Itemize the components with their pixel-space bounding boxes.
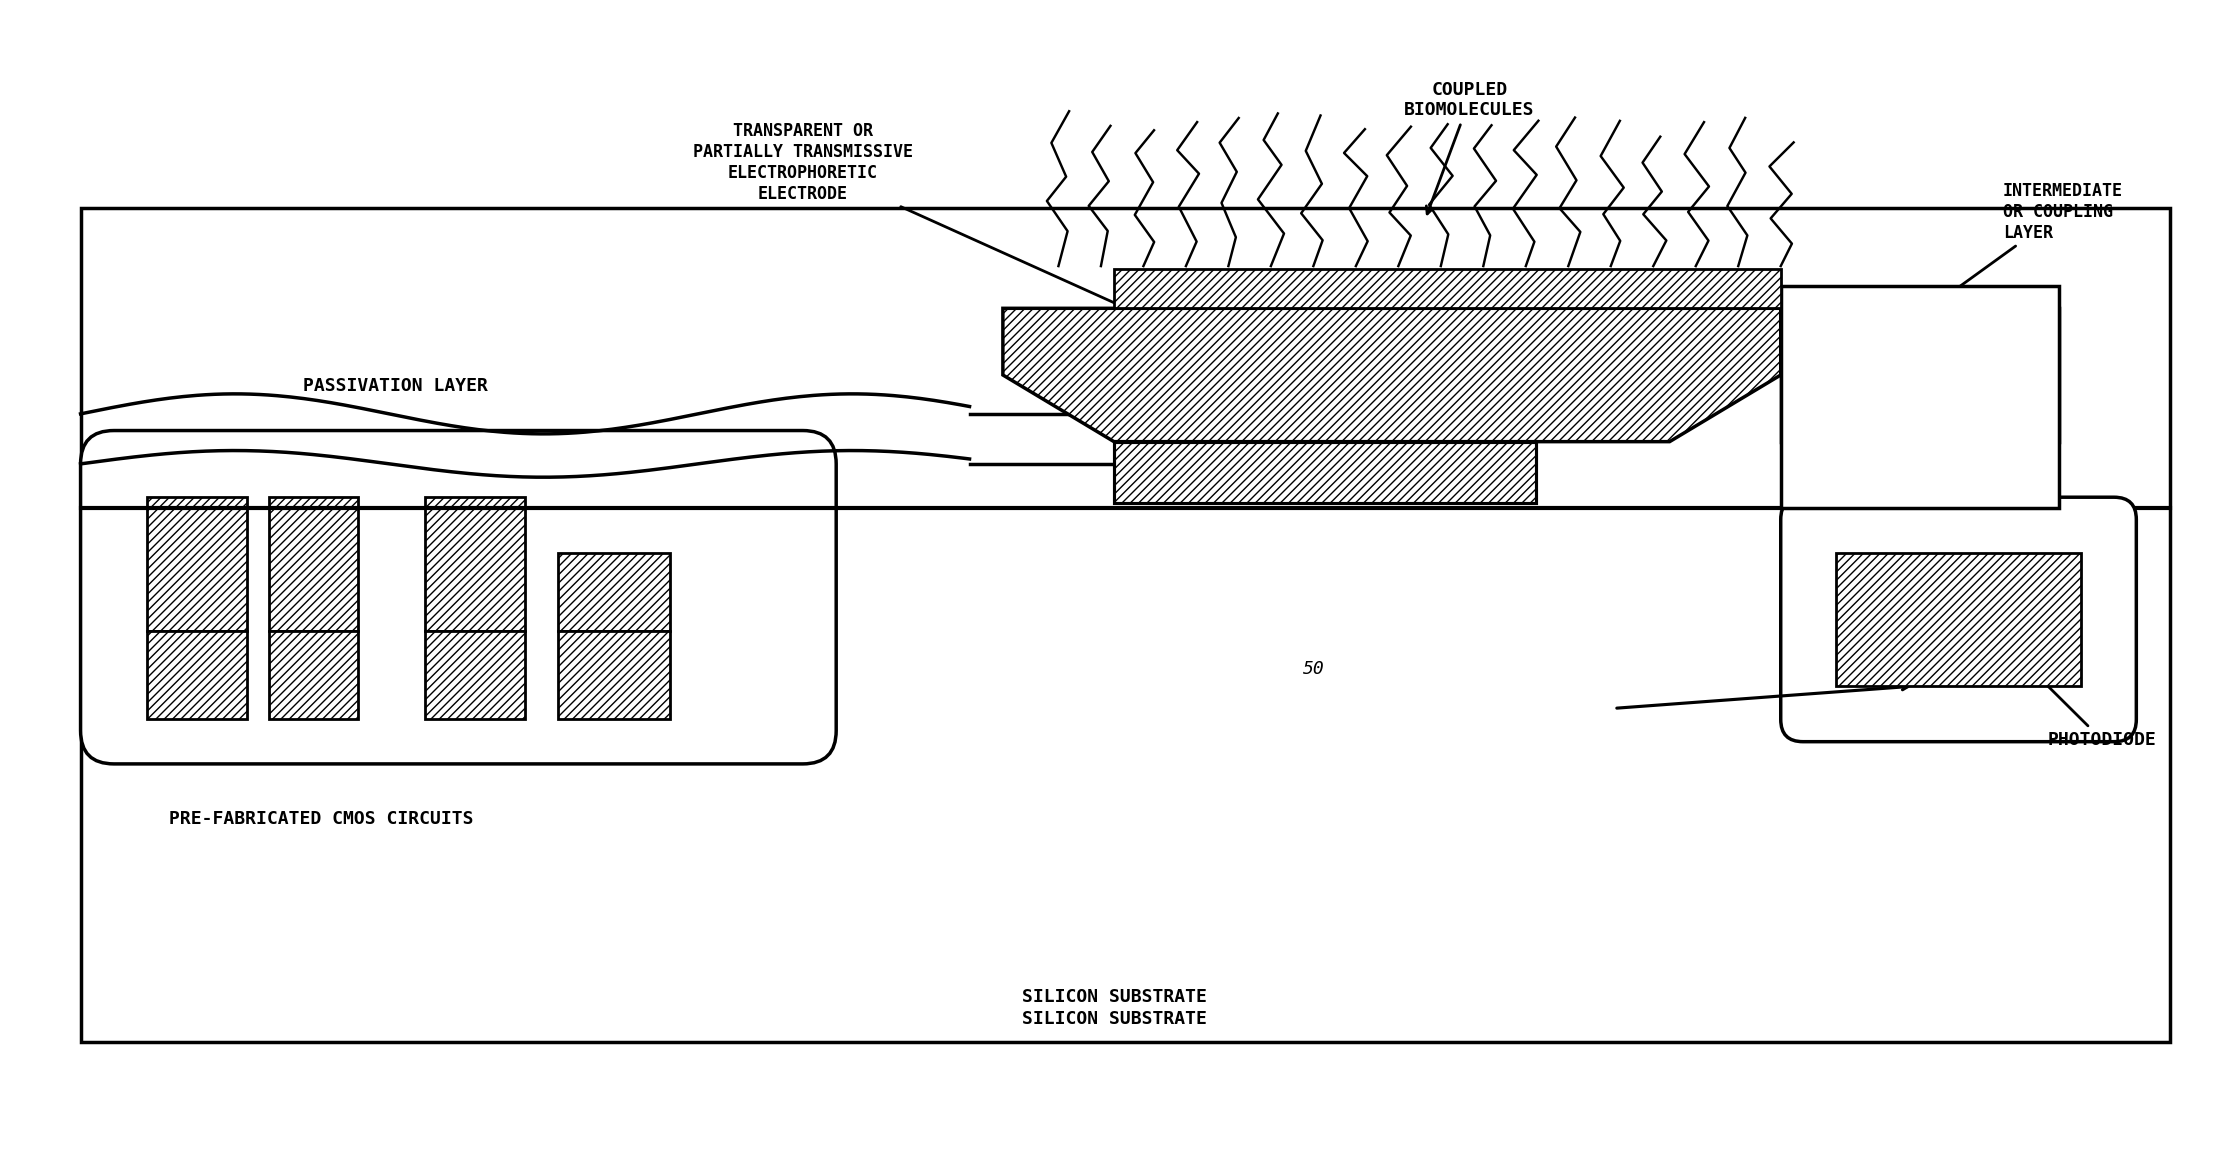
Bar xyxy=(1836,553,2081,687)
Bar xyxy=(270,497,359,630)
Bar xyxy=(1114,269,1780,308)
Text: SILICON SUBSTRATE: SILICON SUBSTRATE xyxy=(1023,988,1205,1006)
Bar xyxy=(1780,308,2059,442)
Bar xyxy=(1780,286,2059,508)
Bar xyxy=(1114,442,1537,503)
Bar xyxy=(147,497,247,630)
Text: COUPLED
BIOMOLECULES: COUPLED BIOMOLECULES xyxy=(1404,81,1535,214)
Bar xyxy=(426,630,526,720)
Bar xyxy=(270,630,359,720)
Bar xyxy=(559,553,668,630)
Bar xyxy=(147,630,247,720)
Bar xyxy=(426,497,526,630)
Text: INTERMEDIATE
OR COUPLING
LAYER: INTERMEDIATE OR COUPLING LAYER xyxy=(1918,182,2123,316)
FancyBboxPatch shape xyxy=(80,430,836,764)
Text: 50: 50 xyxy=(1303,660,1326,678)
Bar xyxy=(559,630,668,720)
Text: PASSIVATION LAYER: PASSIVATION LAYER xyxy=(303,377,488,396)
Text: SILICON SUBSTRATE: SILICON SUBSTRATE xyxy=(1023,1011,1205,1028)
Polygon shape xyxy=(1003,308,1780,442)
Text: PRE-FABRICATED CMOS CIRCUITS: PRE-FABRICATED CMOS CIRCUITS xyxy=(169,811,475,828)
Text: PHOTODIODE: PHOTODIODE xyxy=(1985,623,2157,749)
FancyBboxPatch shape xyxy=(1780,497,2137,742)
Text: TRANSPARENT OR
PARTIALLY TRANSMISSIVE
ELECTROPHORETIC
ELECTRODE: TRANSPARENT OR PARTIALLY TRANSMISSIVE EL… xyxy=(693,122,1219,351)
Bar xyxy=(80,208,2170,1042)
